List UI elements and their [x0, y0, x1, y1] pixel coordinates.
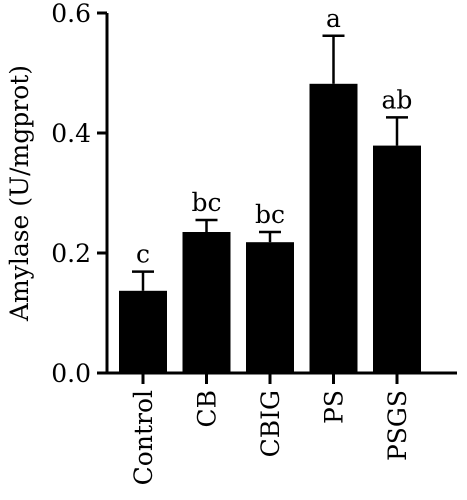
- x-axis: Control CB CBIG PS PSGS: [105, 371, 457, 485]
- y-tick-label: 0.0: [51, 359, 91, 388]
- significance-label: a: [326, 4, 341, 33]
- x-tick-label: CBIG: [256, 390, 285, 457]
- bar: [119, 290, 167, 373]
- y-tick-label: 0.6: [51, 0, 91, 28]
- bars: [119, 83, 421, 374]
- y-axis: 0.0 0.2 0.4 0.6: [51, 0, 109, 388]
- bar: [246, 242, 294, 373]
- x-tick-label: PS: [320, 390, 349, 424]
- significance-label: bc: [191, 188, 221, 217]
- x-tick-label: Control: [129, 390, 158, 485]
- error-bars: [132, 34, 408, 291]
- y-tick-label: 0.2: [51, 239, 91, 268]
- y-tick-label: 0.4: [51, 119, 91, 148]
- significance-label: c: [136, 240, 150, 269]
- y-axis-label: Amylase (U/mgprot): [5, 65, 34, 322]
- x-tick-label: PSGS: [383, 390, 412, 461]
- bar: [182, 232, 231, 373]
- significance-label: bc: [255, 200, 285, 229]
- significance-labels: c bc bc a ab: [136, 4, 412, 269]
- bar: [309, 83, 358, 374]
- significance-label: ab: [382, 85, 413, 114]
- bar: [373, 145, 421, 373]
- x-tick-label: CB: [193, 390, 222, 428]
